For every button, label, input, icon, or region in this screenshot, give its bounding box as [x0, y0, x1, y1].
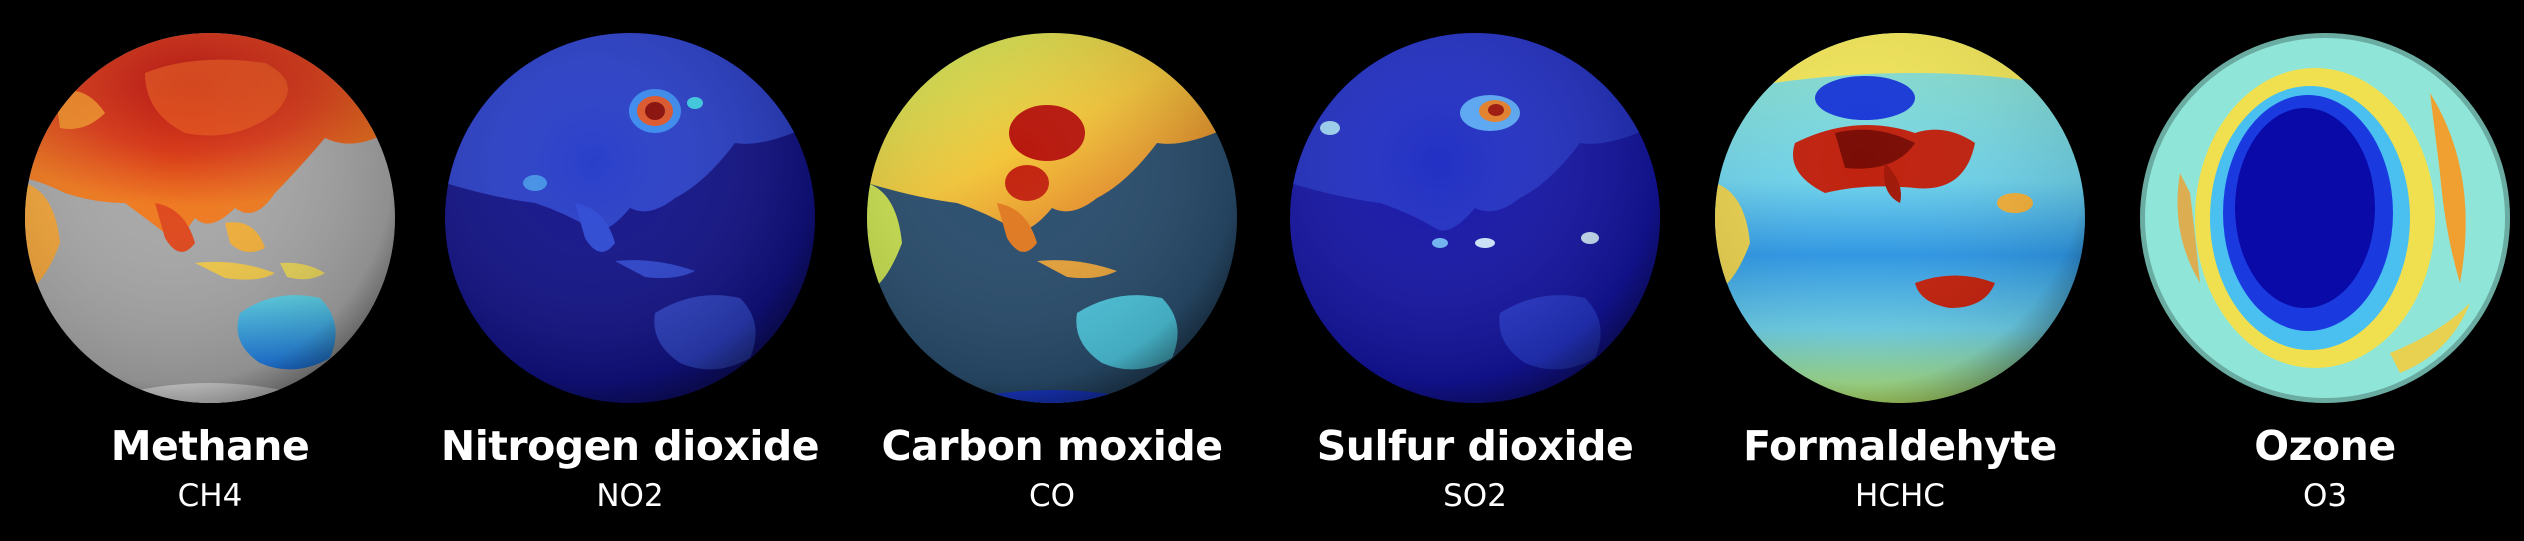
gas-formula: CO: [1028, 478, 1076, 514]
formaldehyde-globe-icon: [1715, 33, 2085, 403]
nitrogen-dioxide-globe-graphic: [445, 33, 815, 403]
gas-name: Carbon moxide: [881, 422, 1224, 470]
gas-name: Formaldehyte: [1743, 422, 2057, 470]
panel-carbon-monoxide: Carbon moxide CO: [842, 0, 1262, 541]
panel-ozone: Ozone O3: [2115, 0, 2524, 541]
gas-name: Nitrogen dioxide: [440, 422, 820, 470]
ozone-globe-graphic: [2140, 33, 2510, 403]
methane-globe-icon: [25, 33, 395, 403]
carbon-monoxide-globe-icon: [867, 33, 1237, 403]
gas-formula: NO2: [596, 478, 664, 514]
methane-globe-graphic: [25, 33, 395, 403]
panel-sulfur-dioxide: Sulfur dioxide SO2: [1265, 0, 1685, 541]
panel-nitrogen-dioxide: Nitrogen dioxide NO2: [420, 0, 840, 541]
gas-name: Sulfur dioxide: [1316, 422, 1634, 470]
sulfur-dioxide-globe-graphic: [1290, 33, 1660, 403]
panel-methane: Methane CH4: [0, 0, 420, 541]
nitrogen-dioxide-globe-icon: [445, 33, 815, 403]
panel-formaldehyde: Formaldehyte HCHC: [1690, 0, 2110, 541]
gas-name: Ozone: [2254, 422, 2396, 470]
gas-formula: HCHC: [1855, 478, 1945, 514]
gas-formula: SO2: [1443, 478, 1507, 514]
formaldehyde-globe-graphic: [1715, 33, 2085, 403]
gas-formula: CH4: [177, 478, 243, 514]
ozone-globe-icon: [2140, 33, 2510, 403]
sulfur-dioxide-globe-icon: [1290, 33, 1660, 403]
gas-formula: O3: [2302, 478, 2348, 514]
carbon-monoxide-globe-graphic: [867, 33, 1237, 403]
gas-name: Methane: [110, 422, 310, 470]
